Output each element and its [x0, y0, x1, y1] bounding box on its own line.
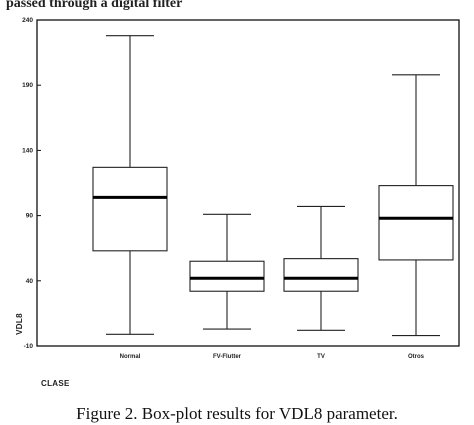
iqr-box	[189, 260, 265, 292]
preceding-text-fragment: passed through a digital filter	[6, 0, 183, 10]
y-tick-label: 90	[26, 213, 34, 220]
x-category-label: Otros	[408, 354, 425, 360]
y-tick-label: 190	[22, 82, 33, 89]
y-axis-title: VDL8	[15, 313, 24, 335]
x-category-label: Normal	[120, 354, 141, 360]
y-tick-label: 40	[26, 278, 34, 285]
plot-frame	[36, 19, 460, 347]
x-category-label: TV	[317, 354, 325, 360]
box-otros	[378, 74, 454, 337]
x-category-label: FV-Flutter	[213, 354, 242, 360]
y-tick-label: 240	[22, 17, 33, 24]
box-plot-chart: -10 40 90 140 190 240 Normal FV-Flutter TV Otros V…	[15, 17, 460, 388]
box-normal	[92, 35, 168, 335]
iqr-box	[378, 185, 454, 261]
y-tick-label: -10	[24, 343, 34, 350]
figure-caption: Figure 2. Box-plot results for VDL8 para…	[76, 404, 398, 423]
y-tick-label: 140	[22, 147, 33, 154]
box-fv-flutter	[189, 213, 265, 330]
box-tv	[283, 205, 359, 331]
x-axis-title: CLASE	[41, 379, 70, 388]
iqr-box	[92, 166, 168, 252]
iqr-box	[283, 258, 359, 292]
